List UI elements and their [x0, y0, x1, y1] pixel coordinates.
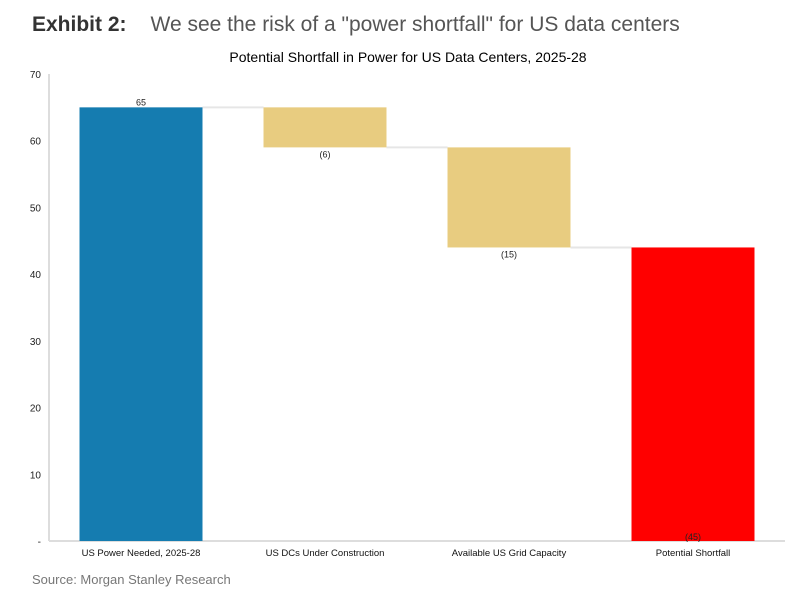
- exhibit-header: Exhibit 2: We see the risk of a "power sh…: [32, 13, 680, 37]
- data-label: (15): [501, 249, 517, 259]
- chart-title: Potential Shortfall in Power for US Data…: [229, 49, 586, 65]
- bar-1: [263, 107, 387, 148]
- y-tick-label: 20: [30, 404, 42, 415]
- y-tick-label: -: [38, 537, 41, 548]
- x-tick-label: US DCs Under Construction: [266, 548, 385, 559]
- data-label: (45): [685, 532, 701, 542]
- y-tick-label: 70: [30, 70, 42, 81]
- y-tick-label: 30: [30, 337, 42, 348]
- bar-0: [79, 107, 203, 541]
- x-tick-label: US Power Needed, 2025-28: [82, 548, 201, 559]
- y-tick-label: 60: [30, 137, 42, 148]
- x-tick-label: Potential Shortfall: [656, 548, 730, 559]
- source-note: Source: Morgan Stanley Research: [32, 572, 231, 587]
- data-label: (6): [320, 149, 331, 159]
- data-label: 65: [136, 97, 146, 107]
- bar-2: [447, 147, 571, 248]
- y-tick-label: 50: [30, 203, 42, 214]
- y-tick-label: 10: [30, 470, 42, 481]
- x-tick-label: Available US Grid Capacity: [452, 548, 567, 559]
- bar-3: [631, 247, 755, 541]
- exhibit-headline: We see the risk of a "power shortfall" f…: [150, 13, 680, 36]
- exhibit-label: Exhibit 2:: [32, 13, 127, 36]
- y-tick-label: 40: [30, 270, 42, 281]
